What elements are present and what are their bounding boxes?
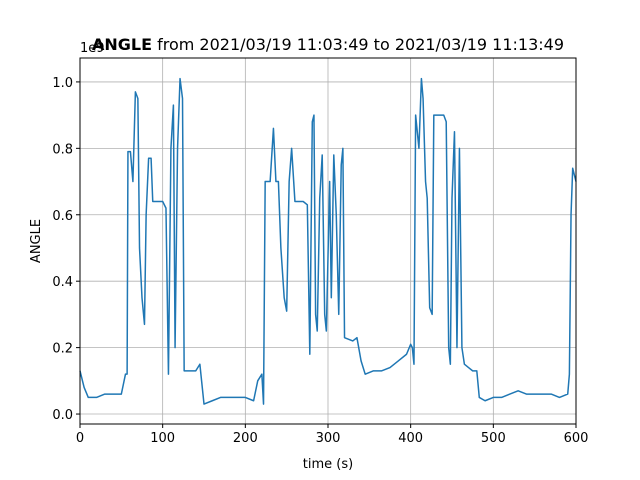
x-tick-label: 0 [76, 431, 84, 446]
offset-text: 1e9 [80, 41, 105, 56]
x-tick-label: 300 [316, 431, 341, 446]
y-tick-label: 0.6 [52, 209, 73, 224]
y-tick-label: 0.4 [52, 275, 73, 290]
plot-area [79, 58, 577, 424]
x-tick-label: 200 [233, 431, 258, 446]
y-axis-label: ANGLE [29, 219, 44, 263]
y-tick-label: 0.0 [52, 408, 73, 423]
y-tick-label: 1.0 [52, 76, 73, 91]
y-tick-label: 0.2 [52, 342, 73, 357]
x-axis-label: time (s) [303, 457, 353, 472]
y-tick-label: 0.8 [52, 142, 73, 157]
title-bold: ANGLE [92, 35, 152, 54]
data-line [79, 77, 577, 405]
chart-title: ANGLE from 2021/03/19 11:03:49 to 2021/0… [92, 35, 564, 54]
title-rest: from 2021/03/19 11:03:49 to 2021/03/19 1… [157, 35, 564, 54]
x-tick-label: 400 [398, 431, 423, 446]
x-tick-label: 100 [150, 431, 175, 446]
x-tick-label: 600 [564, 431, 589, 446]
x-tick-label: 500 [481, 431, 506, 446]
